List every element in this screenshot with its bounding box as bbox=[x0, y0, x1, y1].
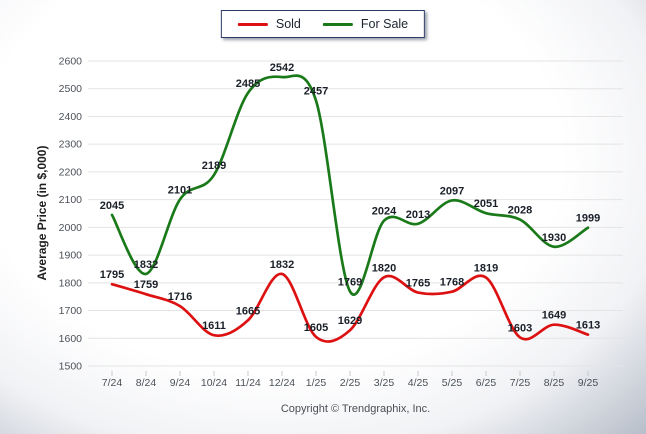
data-label-for-sale: 2028 bbox=[508, 205, 532, 217]
data-label-sold: 1649 bbox=[542, 310, 566, 322]
legend-item-sold: Sold bbox=[237, 17, 301, 31]
x-tick-label: 11/24 bbox=[235, 377, 261, 389]
y-tick-label: 2300 bbox=[59, 139, 83, 151]
data-label-for-sale: 1999 bbox=[576, 213, 600, 225]
series-line-sold bbox=[110, 272, 590, 343]
data-label-for-sale: 1930 bbox=[542, 232, 566, 244]
y-tick-label: 1500 bbox=[59, 361, 83, 373]
data-label-sold: 1765 bbox=[406, 278, 430, 290]
series-line-for-sale bbox=[110, 74, 590, 296]
for-sale-line-swatch bbox=[322, 22, 353, 26]
x-tick-label: 8/24 bbox=[136, 377, 157, 389]
data-label-for-sale: 2097 bbox=[440, 185, 464, 197]
x-tick-label: 3/25 bbox=[374, 377, 395, 389]
data-label-sold: 1603 bbox=[508, 322, 532, 334]
y-tick-label: 2500 bbox=[59, 83, 83, 95]
y-tick-label: 1600 bbox=[59, 333, 83, 345]
y-tick-label: 2600 bbox=[59, 56, 83, 68]
y-tick-label: 2100 bbox=[59, 194, 83, 206]
data-label-sold: 1611 bbox=[202, 320, 226, 332]
y-tick-label: 1900 bbox=[59, 250, 83, 262]
data-label-sold: 1832 bbox=[270, 259, 294, 271]
y-tick-label: 2200 bbox=[59, 166, 83, 178]
x-tick-label: 2/25 bbox=[340, 377, 361, 389]
data-label-sold: 1613 bbox=[576, 320, 600, 332]
y-tick-label: 2000 bbox=[59, 222, 83, 234]
data-label-sold: 1665 bbox=[236, 305, 260, 317]
x-tick-label: 6/25 bbox=[476, 377, 497, 389]
x-tick-label: 5/25 bbox=[442, 377, 463, 389]
data-label-for-sale: 2051 bbox=[474, 198, 498, 210]
legend-label-sold: Sold bbox=[275, 17, 301, 31]
data-label-for-sale: 2045 bbox=[100, 200, 124, 212]
sold-line-swatch bbox=[237, 22, 268, 26]
x-tick-label: 4/25 bbox=[408, 377, 429, 389]
x-tick-label: 9/24 bbox=[170, 377, 191, 389]
y-tick-label: 1700 bbox=[59, 305, 83, 317]
y-tick-label: 1800 bbox=[59, 277, 83, 289]
x-tick-label: 7/24 bbox=[102, 377, 123, 389]
legend-item-for-sale: For Sale bbox=[322, 17, 409, 31]
data-label-sold: 1820 bbox=[372, 262, 396, 274]
data-label-sold: 1795 bbox=[100, 269, 124, 281]
data-label-sold: 1759 bbox=[134, 279, 158, 291]
data-label-for-sale: 1832 bbox=[134, 259, 158, 271]
data-label-for-sale: 2024 bbox=[372, 206, 397, 218]
data-label-for-sale: 2013 bbox=[406, 209, 430, 221]
data-label-sold: 1605 bbox=[304, 322, 328, 334]
data-label-for-sale: 1769 bbox=[338, 276, 362, 288]
x-tick-label: 9/25 bbox=[578, 377, 599, 389]
y-tick-label: 2400 bbox=[59, 111, 83, 123]
data-label-sold: 1819 bbox=[474, 263, 498, 275]
x-tick-label: 10/24 bbox=[201, 377, 227, 389]
x-tick-label: 7/25 bbox=[510, 377, 531, 389]
data-label-sold: 1768 bbox=[440, 277, 464, 289]
copyright-text: Copyright © Trendgraphix, Inc. bbox=[280, 403, 431, 415]
data-label-for-sale: 2189 bbox=[202, 160, 226, 172]
data-label-for-sale: 2457 bbox=[304, 86, 328, 98]
data-label-sold: 1629 bbox=[338, 315, 362, 327]
x-tick-label: 12/24 bbox=[269, 377, 295, 389]
x-tick-label: 1/25 bbox=[306, 377, 327, 389]
x-tick-label: 8/25 bbox=[544, 377, 565, 389]
data-label-for-sale: 2101 bbox=[168, 184, 192, 196]
data-label-sold: 1716 bbox=[168, 291, 192, 303]
data-label-for-sale: 2485 bbox=[236, 78, 260, 90]
legend-label-for-sale: For Sale bbox=[360, 17, 409, 31]
y-axis-title: Average Price (in $,000) bbox=[35, 145, 49, 281]
legend: Sold For Sale bbox=[220, 10, 426, 38]
data-label-for-sale: 2542 bbox=[270, 62, 294, 74]
